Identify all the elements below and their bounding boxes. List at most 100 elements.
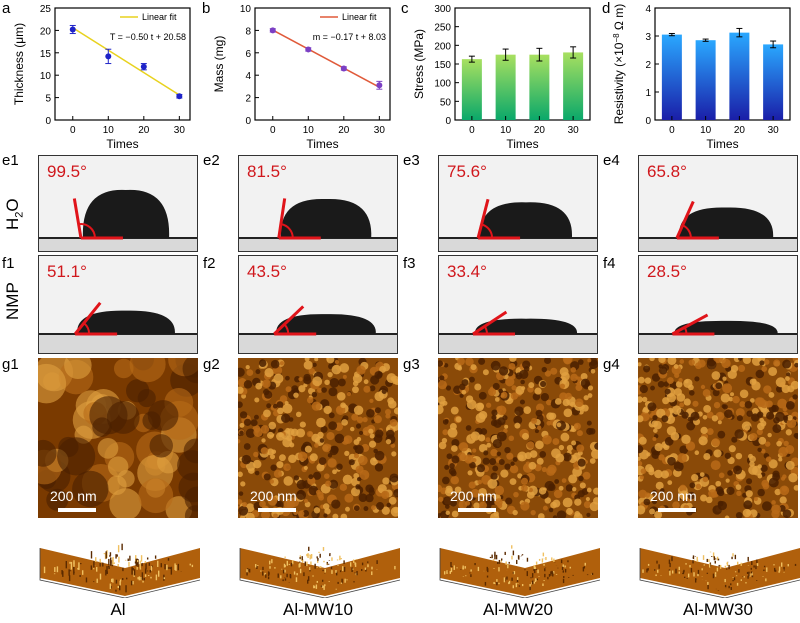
y-tick-label: 2 [245, 94, 251, 105]
afm-grain [779, 485, 790, 496]
afm-grain [285, 427, 291, 434]
afm-grain [736, 415, 743, 422]
afm-grain [113, 358, 134, 379]
afm-grain [748, 465, 758, 475]
afm-grain [476, 464, 486, 473]
afm-grain [369, 433, 375, 439]
afm-grain [385, 438, 392, 445]
afm-grain [679, 402, 685, 408]
afm-grain [645, 464, 654, 473]
afm-grain [491, 414, 497, 421]
afm-grain [742, 508, 752, 518]
afm-grain [717, 420, 722, 425]
afm-grain [255, 382, 263, 390]
afm-grain [726, 486, 735, 495]
afm-grain [459, 383, 466, 391]
afm-grain [376, 502, 385, 511]
afm-grain [390, 506, 398, 517]
afm-grain [386, 502, 392, 508]
afm-grain [129, 358, 166, 383]
afm-grain [519, 399, 525, 405]
afm-grain [572, 466, 583, 477]
afm-grain [547, 464, 557, 474]
x-tick-label: 10 [303, 125, 315, 136]
afm-grain [578, 475, 584, 482]
panel-label-g2: g2 [203, 356, 220, 373]
afm-grain [344, 450, 350, 457]
afm-grain [654, 510, 663, 518]
afm-grain [786, 418, 797, 429]
afm-grain [311, 391, 318, 398]
afm-grain [72, 470, 109, 508]
afm-grain [536, 457, 544, 465]
substrate [239, 238, 397, 251]
afm-grain [454, 486, 462, 494]
afm-grain [562, 398, 570, 407]
afm-grain [793, 432, 798, 439]
afm-grain [562, 452, 572, 462]
afm-grain [482, 457, 490, 465]
afm-grain [345, 506, 350, 512]
y-tick-label: 20 [40, 26, 52, 37]
afm-grain [317, 431, 324, 439]
bar [495, 54, 516, 120]
afm-grain [691, 473, 699, 482]
afm-topography-al [38, 358, 198, 518]
afm-grain [447, 427, 458, 438]
sample-label-al-mw30: Al-MW30 [683, 600, 753, 619]
afm-grain [320, 425, 328, 433]
afm-grain [649, 358, 655, 362]
afm-grain [768, 366, 778, 376]
panel-label-b: b [202, 0, 211, 17]
afm-grain [661, 415, 669, 423]
afm-grain [735, 511, 743, 518]
afm-grain [540, 380, 547, 388]
sample-label-al-mw20: Al-MW20 [483, 600, 553, 619]
afm-grain [283, 476, 294, 486]
afm-grain [562, 497, 573, 508]
afm-grain [323, 513, 328, 518]
scale-bar-label-2: 200 nm [250, 488, 297, 504]
afm-grain [548, 507, 554, 513]
afm-grain [239, 515, 246, 518]
afm-grain [451, 455, 460, 464]
afm-grain [57, 437, 96, 476]
afm-grain [794, 362, 798, 368]
afm-grain [46, 488, 69, 511]
surface-axes [239, 548, 401, 598]
afm-grain [340, 513, 348, 518]
afm-grain [555, 453, 565, 463]
scale-bar-label-4: 200 nm [650, 488, 697, 504]
afm-grain [281, 413, 291, 423]
afm-grain [559, 367, 569, 377]
afm-grain [322, 503, 330, 510]
afm-grain [336, 392, 346, 401]
afm-grain [351, 413, 359, 421]
afm-grain [576, 444, 585, 453]
afm-grain [238, 499, 243, 505]
afm-grain [582, 471, 591, 480]
afm-grain [695, 483, 702, 490]
afm-grain [650, 385, 655, 391]
afm-grain [494, 485, 505, 496]
afm-grain [552, 515, 558, 518]
y-axis-label: Resistivity (×10−8 Ω m) [612, 4, 627, 124]
x-tick-label: 20 [534, 125, 546, 136]
afm-grain [554, 479, 560, 484]
afm-grain [370, 375, 380, 385]
afm-grain [589, 458, 596, 464]
afm-grain [467, 470, 473, 476]
afm-grain [757, 488, 765, 497]
droplet-nmp-4 [639, 313, 797, 353]
afm-grain [721, 358, 731, 369]
data-point [140, 63, 147, 70]
afm-grain [761, 479, 769, 488]
afm-grain [494, 397, 500, 402]
afm-grain [298, 377, 303, 382]
afm-grain [352, 380, 359, 387]
afm-grain [381, 491, 388, 497]
afm-grain [522, 432, 530, 440]
x-tick-label: 30 [174, 125, 186, 136]
scale-bar-3 [458, 508, 496, 512]
